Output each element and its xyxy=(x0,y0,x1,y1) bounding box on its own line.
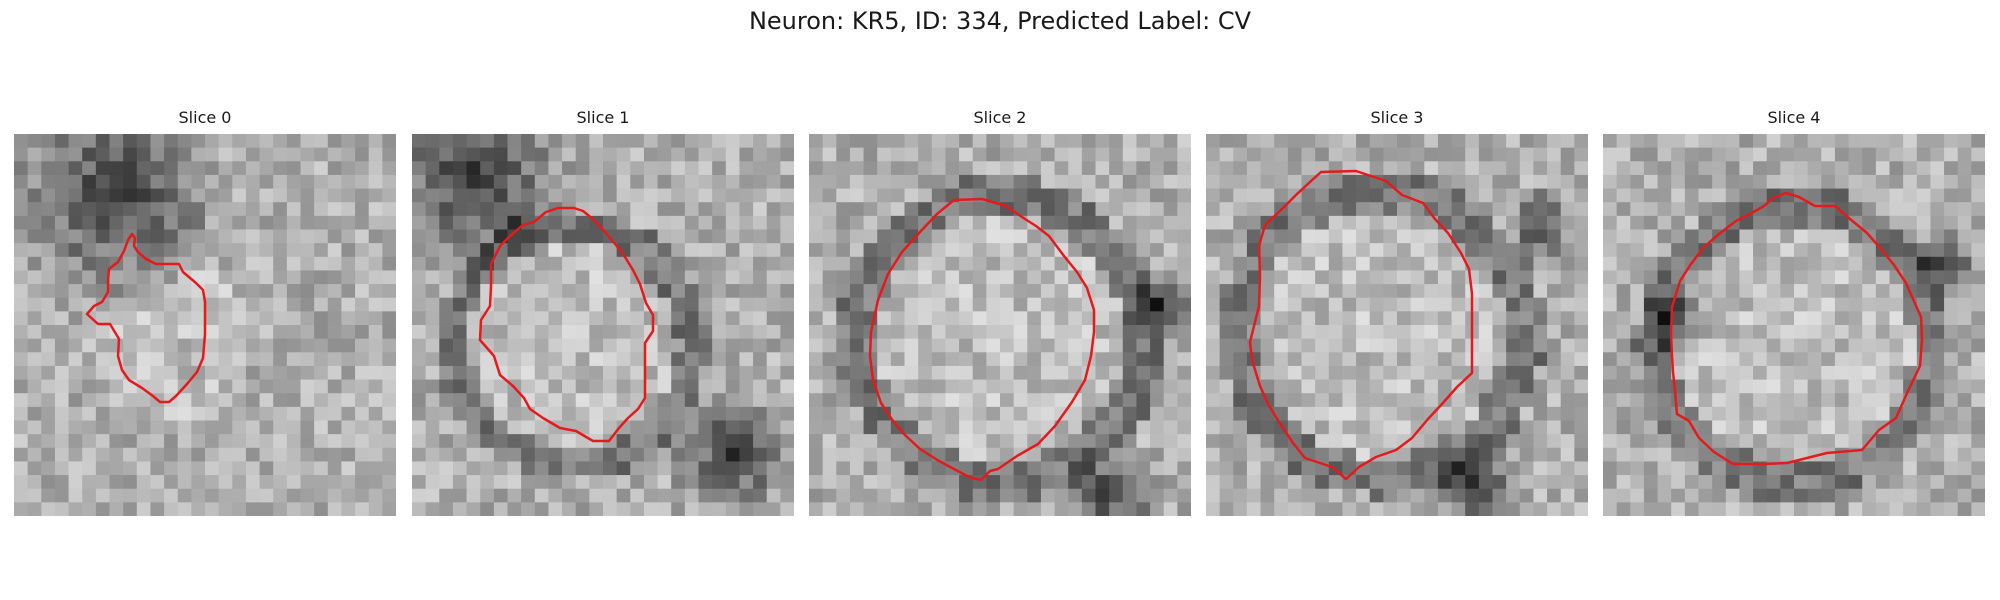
slice-image-3 xyxy=(1206,134,1588,516)
segmentation-contour xyxy=(1669,191,1924,466)
slice-title-1: Slice 1 xyxy=(576,108,630,127)
segmentation-contour xyxy=(85,232,207,404)
slice-title-4: Slice 4 xyxy=(1767,108,1821,127)
slice-image-2 xyxy=(809,134,1191,516)
slice-image-1 xyxy=(412,134,794,516)
slice-title-0: Slice 0 xyxy=(178,108,232,127)
slice-image-4 xyxy=(1603,134,1985,516)
slice-title-2: Slice 2 xyxy=(973,108,1027,127)
segmentation-contour xyxy=(478,206,655,443)
segmentation-contour xyxy=(1248,169,1474,481)
figure-title: Neuron: KR5, ID: 334, Predicted Label: C… xyxy=(748,7,1252,35)
segmentation-contour xyxy=(868,197,1096,482)
slice-image-0 xyxy=(14,134,396,516)
slice-title-3: Slice 3 xyxy=(1370,108,1424,127)
